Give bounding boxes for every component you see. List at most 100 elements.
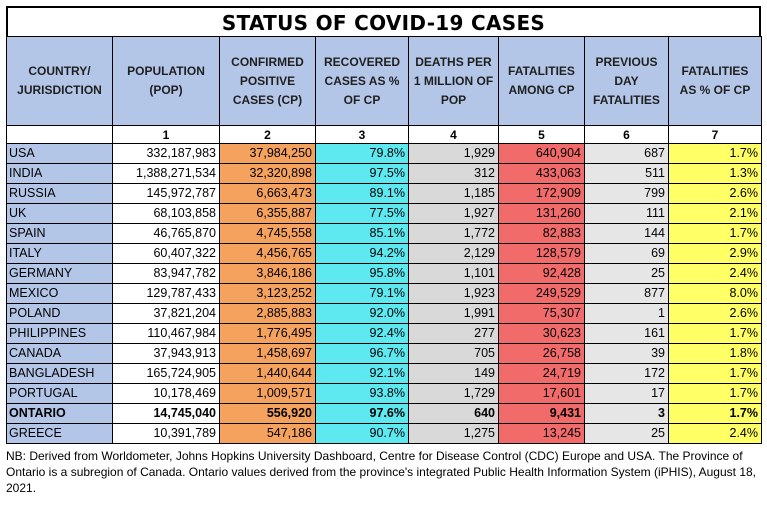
country-cell: BANGLADESH: [6, 363, 113, 384]
confirmed-cell: 32,320,898: [219, 163, 316, 184]
recovered-pct-cell: 93.8%: [315, 383, 409, 404]
previous-day-cell: 172: [584, 363, 669, 384]
deaths-per-million-cell: 1,275: [408, 423, 499, 444]
confirmed-cell: 4,456,765: [219, 243, 316, 264]
fatalities-cell: 131,260: [498, 203, 585, 224]
fatality-pct-cell: 1.7%: [668, 383, 762, 404]
previous-day-cell: 511: [584, 163, 669, 184]
column-number: 3: [315, 125, 409, 144]
country-cell: USA: [6, 143, 113, 164]
fatality-pct-cell: 2.9%: [668, 243, 762, 264]
confirmed-cell: 1,440,644: [219, 363, 316, 384]
column-header-deaths-per-million: DEATHS PER 1 MILLION OF POP: [408, 36, 499, 126]
fatality-pct-cell: 2.6%: [668, 183, 762, 204]
population-cell: 60,407,322: [112, 243, 220, 264]
fatalities-cell: 640,904: [498, 143, 585, 164]
fatalities-cell: 75,307: [498, 303, 585, 324]
fatality-pct-cell: 2.4%: [668, 263, 762, 284]
table-row: ONTARIO 14,745,040 556,920 97.6% 640 9,431 3 1.…: [6, 403, 762, 424]
table-row: POLAND 37,821,204 2,885,883 92.0% 1,991 75,30…: [6, 303, 762, 324]
column-header-recovered: RECOVERED CASES AS % OF CP: [315, 36, 409, 126]
previous-day-cell: 144: [584, 223, 669, 244]
fatality-pct-cell: 2.6%: [668, 303, 762, 324]
country-cell: GREECE: [6, 423, 113, 444]
recovered-pct-cell: 92.0%: [315, 303, 409, 324]
recovered-pct-cell: 79.1%: [315, 283, 409, 304]
previous-day-cell: 161: [584, 323, 669, 344]
table-body: USA 332,187,983 37,984,250 79.8% 1,929 640,90…: [6, 143, 762, 444]
fatalities-cell: 433,063: [498, 163, 585, 184]
recovered-pct-cell: 92.1%: [315, 363, 409, 384]
population-cell: 332,187,983: [112, 143, 220, 164]
country-cell: GERMANY: [6, 263, 113, 284]
deaths-per-million-cell: 1,772: [408, 223, 499, 244]
table-row: CANADA 37,943,913 1,458,697 96.7% 705 26,758 3…: [6, 343, 762, 364]
confirmed-cell: 547,186: [219, 423, 316, 444]
population-cell: 68,103,858: [112, 203, 220, 224]
fatality-pct-cell: 1.3%: [668, 163, 762, 184]
column-number: 4: [408, 125, 499, 144]
previous-day-cell: 111: [584, 203, 669, 224]
recovered-pct-cell: 77.5%: [315, 203, 409, 224]
fatalities-cell: 26,758: [498, 343, 585, 364]
confirmed-cell: 6,355,887: [219, 203, 316, 224]
previous-day-cell: 687: [584, 143, 669, 164]
confirmed-cell: 6,663,473: [219, 183, 316, 204]
deaths-per-million-cell: 1,729: [408, 383, 499, 404]
fatalities-cell: 82,883: [498, 223, 585, 244]
deaths-per-million-cell: 149: [408, 363, 499, 384]
fatalities-cell: 13,245: [498, 423, 585, 444]
deaths-per-million-cell: 1,185: [408, 183, 499, 204]
fatality-pct-cell: 1.7%: [668, 403, 762, 424]
country-cell: ITALY: [6, 243, 113, 264]
column-header-confirmed: CONFIRMED POSITIVE CASES (CP): [219, 36, 316, 126]
confirmed-cell: 37,984,250: [219, 143, 316, 164]
confirmed-cell: 1,458,697: [219, 343, 316, 364]
previous-day-cell: 799: [584, 183, 669, 204]
recovered-pct-cell: 85.1%: [315, 223, 409, 244]
table-row: INDIA 1,388,271,534 32,320,898 97.5% 312 433,…: [6, 163, 762, 184]
table-row: PHILIPPINES 110,467,984 1,776,495 92.4% 277 3…: [6, 323, 762, 344]
recovered-pct-cell: 96.7%: [315, 343, 409, 364]
previous-day-cell: 69: [584, 243, 669, 264]
table-row: MEXICO 129,787,433 3,123,252 79.1% 1,923 249,…: [6, 283, 762, 304]
confirmed-cell: 1,009,571: [219, 383, 316, 404]
column-number: 1: [112, 125, 220, 144]
recovered-pct-cell: 94.2%: [315, 243, 409, 264]
country-cell: UK: [6, 203, 113, 224]
fatalities-cell: 9,431: [498, 403, 585, 424]
fatality-pct-cell: 1.7%: [668, 223, 762, 244]
population-cell: 37,943,913: [112, 343, 220, 364]
previous-day-cell: 3: [584, 403, 669, 424]
confirmed-cell: 556,920: [219, 403, 316, 424]
country-cell: MEXICO: [6, 283, 113, 304]
country-cell: SPAIN: [6, 223, 113, 244]
deaths-per-million-cell: 2,129: [408, 243, 499, 264]
table-row: ITALY 60,407,322 4,456,765 94.2% 2,129 128,57…: [6, 243, 762, 264]
column-header-population: POPULATION (POP): [112, 36, 220, 126]
previous-day-cell: 25: [584, 423, 669, 444]
deaths-per-million-cell: 312: [408, 163, 499, 184]
confirmed-cell: 2,885,883: [219, 303, 316, 324]
fatalities-cell: 172,909: [498, 183, 585, 204]
deaths-per-million-cell: 1,927: [408, 203, 499, 224]
table-row: SPAIN 46,765,870 4,745,558 85.1% 1,772 82,883…: [6, 223, 762, 244]
previous-day-cell: 1: [584, 303, 669, 324]
country-cell: POLAND: [6, 303, 113, 324]
population-cell: 83,947,782: [112, 263, 220, 284]
fatality-pct-cell: 8.0%: [668, 283, 762, 304]
recovered-pct-cell: 97.5%: [315, 163, 409, 184]
population-cell: 145,972,787: [112, 183, 220, 204]
column-number: 7: [668, 125, 762, 144]
country-cell: INDIA: [6, 163, 113, 184]
recovered-pct-cell: 90.7%: [315, 423, 409, 444]
recovered-pct-cell: 79.8%: [315, 143, 409, 164]
deaths-per-million-cell: 705: [408, 343, 499, 364]
population-cell: 14,745,040: [112, 403, 220, 424]
population-cell: 37,821,204: [112, 303, 220, 324]
confirmed-cell: 1,776,495: [219, 323, 316, 344]
column-number-row: 1 2 3 4 5 6 7: [6, 125, 762, 144]
table-row: UK 68,103,858 6,355,887 77.5% 1,927 131,260 11…: [6, 203, 762, 224]
table-row: GERMANY 83,947,782 3,846,186 95.8% 1,101 92,4…: [6, 263, 762, 284]
table-row: BANGLADESH 165,724,905 1,440,644 92.1% 149 24…: [6, 363, 762, 384]
